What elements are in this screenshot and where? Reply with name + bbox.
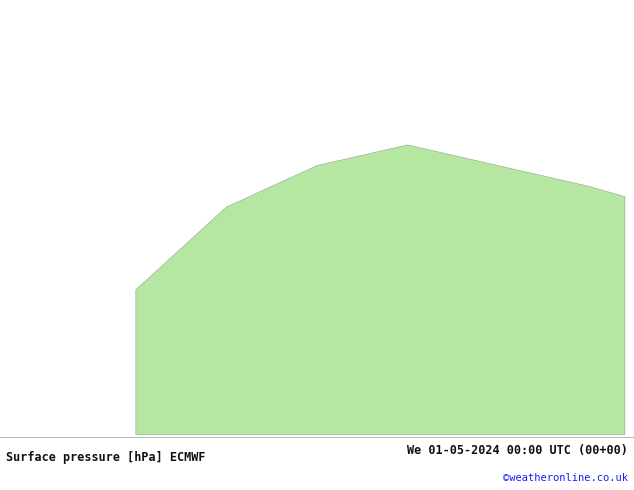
Text: We 01-05-2024 00:00 UTC (00+00): We 01-05-2024 00:00 UTC (00+00) xyxy=(407,443,628,457)
Polygon shape xyxy=(136,145,625,435)
Text: Surface pressure [hPa] ECMWF: Surface pressure [hPa] ECMWF xyxy=(6,451,206,465)
Text: ©weatheronline.co.uk: ©weatheronline.co.uk xyxy=(503,473,628,483)
